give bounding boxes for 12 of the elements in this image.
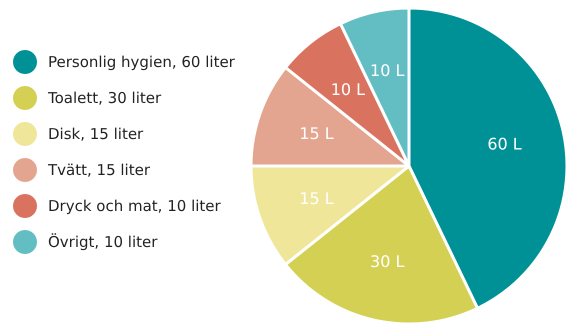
legend-label: Övrigt, 10 liter bbox=[48, 233, 158, 251]
legend-label: Disk, 15 liter bbox=[48, 125, 144, 143]
data-label: 15 L bbox=[299, 124, 334, 144]
data-label: 30 L bbox=[370, 252, 404, 272]
data-label: 10 L bbox=[330, 80, 366, 99]
legend-label: Dryck och mat, 10 liter bbox=[48, 197, 222, 215]
legend-label: Personlig hygien, 60 liter bbox=[48, 53, 236, 71]
legend-label: Toalett, 30 liter bbox=[47, 89, 162, 107]
data-label: 15 L bbox=[299, 188, 334, 208]
legend-label: Tvätt, 15 liter bbox=[47, 161, 151, 179]
data-label: 60 L bbox=[487, 134, 522, 154]
data-label: 10 L bbox=[370, 60, 404, 80]
